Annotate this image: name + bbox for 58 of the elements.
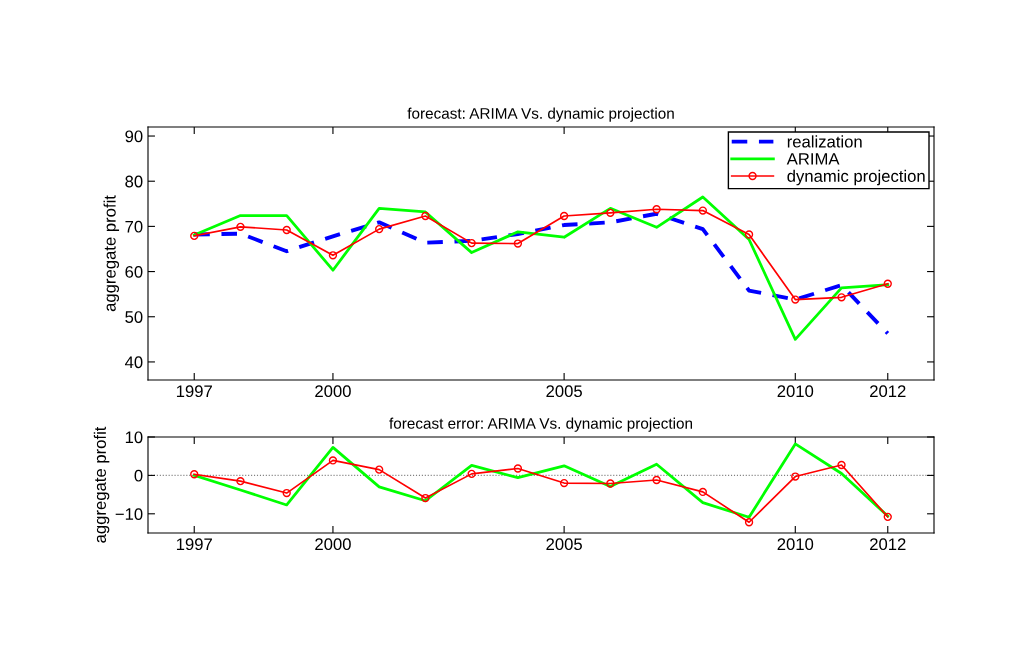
chart-title: forecast error: ARIMA Vs. dynamic projection bbox=[389, 417, 693, 432]
point bbox=[190, 470, 199, 479]
y-axis-title: aggregate profit bbox=[93, 426, 110, 543]
y-tick-label: 70 bbox=[125, 220, 143, 233]
point bbox=[559, 478, 569, 488]
point bbox=[328, 251, 338, 260]
y-tick-label: 40 bbox=[124, 356, 143, 369]
point bbox=[236, 222, 245, 232]
point bbox=[559, 211, 569, 221]
point bbox=[744, 230, 754, 239]
point bbox=[698, 206, 707, 215]
x-tick-label: 2012 bbox=[870, 538, 906, 551]
point bbox=[190, 231, 199, 241]
x-tick-label: 2005 bbox=[546, 538, 582, 551]
point bbox=[513, 464, 523, 473]
point bbox=[328, 456, 338, 465]
x-tick-label: 1997 bbox=[176, 538, 212, 551]
chart-title: forecast: ARIMA Vs. dynamic projection bbox=[407, 107, 674, 122]
y-tick-label: 90 bbox=[125, 130, 143, 143]
point bbox=[837, 293, 846, 302]
x-tick-label: 2005 bbox=[546, 385, 582, 398]
x-tick-label: 2000 bbox=[315, 385, 351, 398]
point bbox=[421, 211, 430, 221]
point bbox=[421, 493, 430, 503]
y-axis-title: aggregate profit bbox=[103, 195, 120, 312]
point bbox=[375, 224, 384, 234]
point bbox=[606, 208, 615, 218]
point bbox=[744, 518, 754, 527]
point bbox=[375, 465, 384, 474]
legend-label: realization bbox=[787, 135, 862, 148]
y-tick-label: 50 bbox=[125, 311, 143, 323]
point bbox=[282, 225, 291, 235]
point bbox=[791, 295, 800, 304]
point bbox=[652, 205, 661, 214]
point bbox=[883, 512, 892, 522]
point bbox=[652, 475, 661, 485]
legend-label: dynamic projection bbox=[787, 169, 925, 186]
x-tick-label: 1997 bbox=[176, 385, 212, 398]
point bbox=[513, 239, 523, 248]
point bbox=[837, 460, 846, 470]
point bbox=[467, 238, 476, 248]
y-tick-label: −10 bbox=[115, 508, 143, 520]
y-tick-label: 80 bbox=[125, 175, 143, 188]
point bbox=[791, 472, 800, 481]
x-tick-label: 2012 bbox=[870, 385, 906, 398]
y-tick-label: 10 bbox=[125, 431, 143, 444]
x-tick-label: 2010 bbox=[777, 538, 814, 551]
legend-label: ARIMA bbox=[786, 153, 840, 165]
x-tick-label: 2000 bbox=[315, 538, 351, 551]
y-tick-label: 0 bbox=[134, 469, 143, 482]
point bbox=[606, 479, 615, 488]
point bbox=[467, 469, 476, 479]
point bbox=[236, 476, 245, 486]
y-tick-label: 60 bbox=[125, 265, 143, 278]
x-tick-label: 2010 bbox=[777, 385, 814, 398]
point bbox=[282, 488, 291, 498]
point bbox=[698, 487, 707, 497]
point bbox=[883, 279, 892, 288]
